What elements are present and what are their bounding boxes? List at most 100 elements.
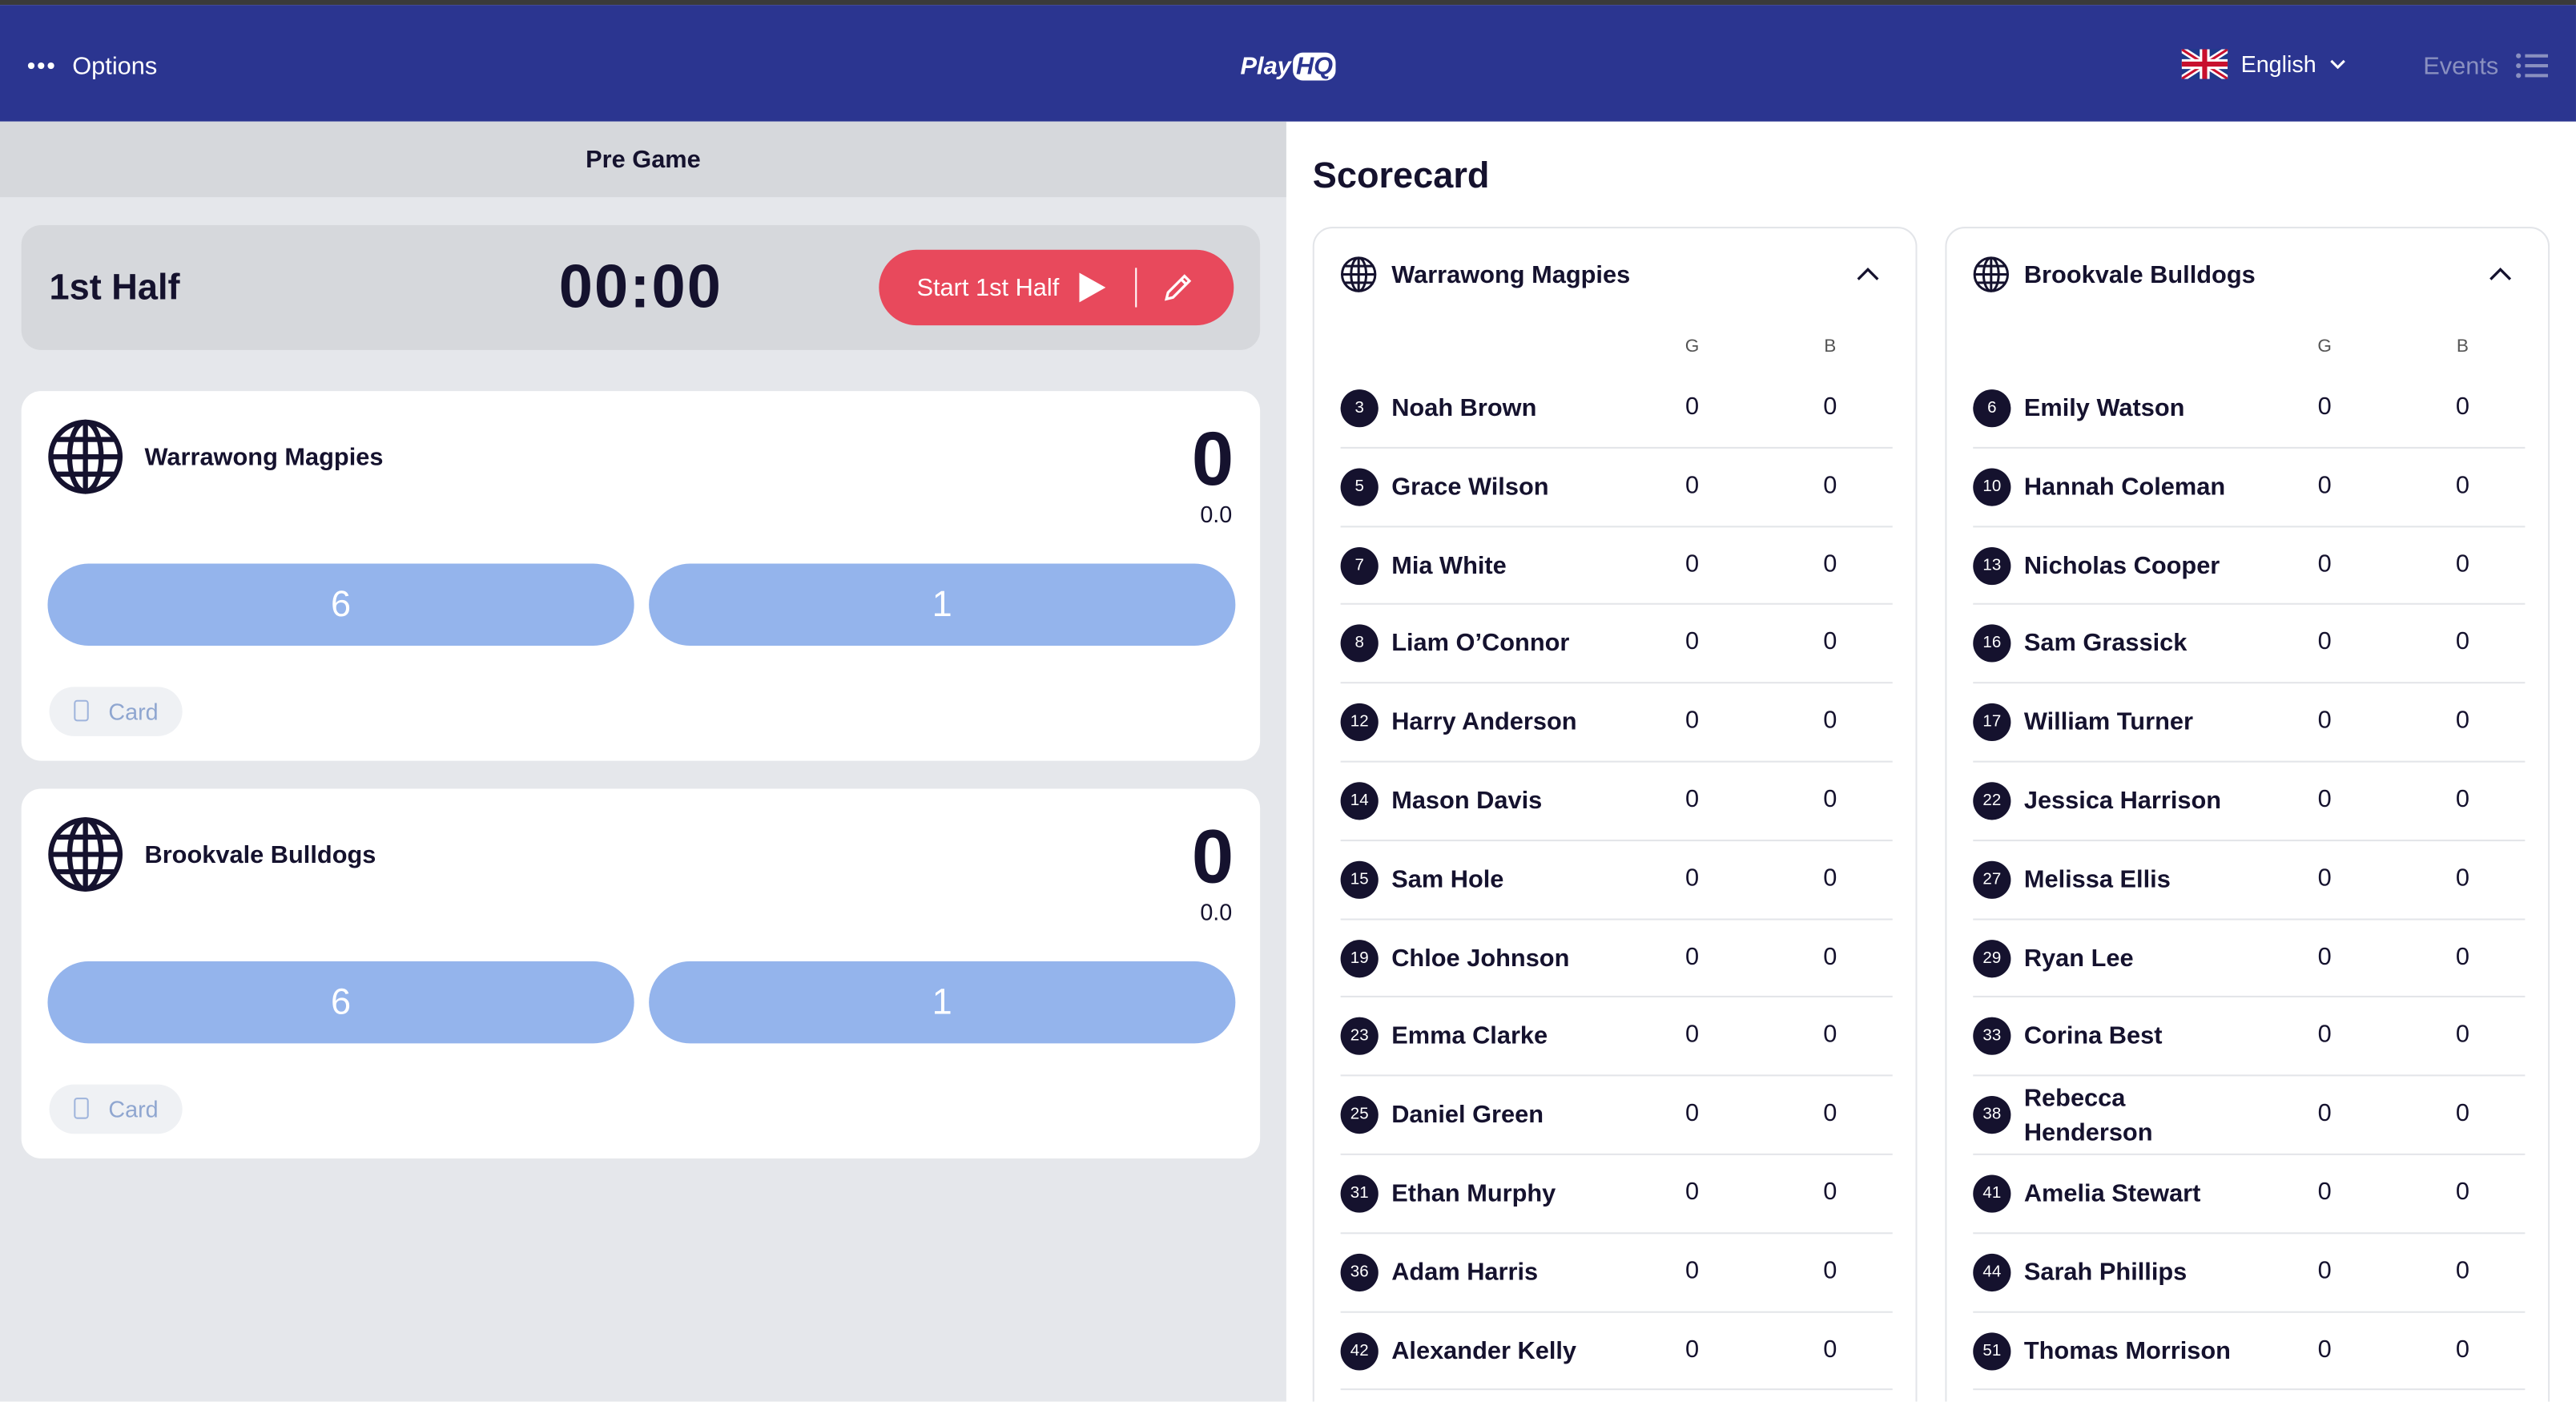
player-name: Mia White <box>1391 551 1507 580</box>
player-number: 7 <box>1340 546 1379 585</box>
player-row: 44 Sarah Phillips 0 0 <box>1973 1234 2526 1312</box>
game-panel: Pre Game 1st Half 00:00 Start 1st Half W… <box>0 121 1286 1402</box>
player-goals: 0 <box>2317 1021 2332 1049</box>
player-name: Nicholas Cooper <box>2023 551 2220 580</box>
player-behinds: 0 <box>1823 471 1837 500</box>
player-row: 17 William Turner 0 0 <box>1973 684 2526 763</box>
team-score: 0 <box>1191 415 1234 502</box>
globe-icon <box>47 419 123 494</box>
player-behinds: 0 <box>2455 864 2470 892</box>
team-name: Brookvale Bulldogs <box>144 841 376 869</box>
score-button[interactable]: 1 <box>649 563 1236 647</box>
player-row: 3 Noah Brown 0 0 <box>1340 369 1893 449</box>
team-sub-score: 0.0 <box>1200 898 1233 925</box>
start-button[interactable]: Start 1st Half <box>879 249 1234 326</box>
player-name: Amelia Stewart <box>2023 1179 2201 1208</box>
team-card: Brookvale Bulldogs 0 0.0 6 1 Card <box>21 788 1261 1158</box>
player-goals: 0 <box>2317 864 2332 892</box>
player-number: 25 <box>1340 1096 1379 1134</box>
player-row: 19 Chloe Johnson 0 0 <box>1340 920 1893 998</box>
player-goals: 0 <box>1684 550 1700 578</box>
language-label: English <box>2240 50 2316 78</box>
player-goals: 0 <box>1684 942 1700 971</box>
globe <box>1340 256 1377 292</box>
score-button[interactable]: 6 <box>47 961 634 1044</box>
player-goals: 0 <box>1684 707 1700 735</box>
player-row: 41 Amelia Stewart 0 0 <box>1973 1155 2526 1234</box>
player-name: Liam O’Connor <box>1391 630 1570 659</box>
player-number: 13 <box>1973 546 2011 585</box>
player-row: 33 Corina Best 0 0 <box>1973 998 2526 1077</box>
card-icon <box>74 1098 89 1119</box>
globe <box>1973 256 2009 292</box>
player-row: 22 Jessica Harrison 0 0 <box>1973 763 2526 841</box>
player-row: 7 Mia White 0 0 <box>1340 527 1893 606</box>
card-label: Card <box>108 698 159 725</box>
player-name: Chloe Johnson <box>1391 944 1570 973</box>
logo-hq: HQ <box>1292 51 1337 80</box>
play-icon <box>1078 272 1105 303</box>
player-goals: 0 <box>2317 550 2332 578</box>
player-name: Daniel Green <box>1391 1101 1544 1130</box>
score-button[interactable]: 6 <box>47 563 634 647</box>
chevron-down <box>2330 59 2345 70</box>
player-behinds: 0 <box>1823 785 1837 814</box>
player-goals: 0 <box>2317 942 2332 971</box>
scorecard-title: Scorecard <box>1312 154 1490 196</box>
globe <box>48 419 123 494</box>
player-behinds: 0 <box>2455 1335 2470 1364</box>
player-number: 29 <box>1973 939 2011 977</box>
player-goals: 0 <box>2317 1099 2332 1128</box>
player-behinds: 0 <box>2455 1178 2470 1207</box>
player-number: 38 <box>1973 1096 2011 1134</box>
player-name: Adam Harris <box>1391 1258 1539 1287</box>
player-behinds: 0 <box>2455 1256 2470 1285</box>
player-goals: 0 <box>1684 1256 1700 1285</box>
player-behinds: 0 <box>1823 550 1837 578</box>
player-row: 29 Ryan Lee 0 0 <box>1973 920 2526 998</box>
chevron-up <box>2489 268 2512 280</box>
player-name: Jessica Harrison <box>2023 787 2222 816</box>
clock: 00:00 <box>558 252 723 320</box>
logo: Play HQ <box>1241 46 1337 85</box>
status-bar: Pre Game <box>0 121 1286 198</box>
collapse-button[interactable] <box>1855 261 1882 281</box>
player-behinds: 0 <box>1823 942 1837 971</box>
player-goals: 0 <box>1684 785 1700 814</box>
card-icon <box>74 699 89 722</box>
card-button[interactable]: Card <box>49 1084 183 1134</box>
options-button[interactable]: Options <box>26 44 175 87</box>
team-score: 0 <box>1191 813 1234 899</box>
player-behinds: 0 <box>2455 471 2470 500</box>
events-button[interactable]: Events <box>2423 44 2548 87</box>
column-header: B <box>2456 336 2469 357</box>
player-name: Corina Best <box>2023 1022 2163 1051</box>
team-sub-score: 0.0 <box>1200 501 1233 528</box>
options-label: Options <box>72 51 158 80</box>
player-row: 42 Alexander Kelly 0 0 <box>1340 1312 1893 1391</box>
column-header: G <box>2317 336 2332 357</box>
player-behinds: 0 <box>1823 864 1837 892</box>
player-number: 23 <box>1340 1017 1379 1056</box>
player-behinds: 0 <box>2455 785 2470 814</box>
score-button[interactable]: 1 <box>649 961 1236 1044</box>
player-row: 10 Hannah Coleman 0 0 <box>1973 449 2526 527</box>
player-behinds: 0 <box>1823 1335 1837 1364</box>
player-behinds: 0 <box>1823 1099 1837 1128</box>
player-goals: 0 <box>1684 471 1700 500</box>
card-button[interactable]: Card <box>49 687 183 736</box>
player-behinds: 0 <box>1823 1256 1837 1285</box>
player-goals: 0 <box>2317 1335 2332 1364</box>
globe-icon <box>1340 256 1377 292</box>
player-number: 8 <box>1340 625 1379 663</box>
language-selector[interactable]: English <box>2181 44 2346 83</box>
header: Options Play HQ English Events <box>0 5 2576 122</box>
player-number: 33 <box>1973 1017 2011 1056</box>
player-name: Alexander Kelly <box>1391 1336 1577 1365</box>
collapse-button[interactable] <box>2487 261 2514 281</box>
player-row: 31 Ethan Murphy 0 0 <box>1340 1155 1893 1234</box>
player-goals: 0 <box>1684 628 1700 657</box>
player-name: Emily Watson <box>2023 394 2185 423</box>
player-name: Sam Hole <box>1391 865 1504 894</box>
